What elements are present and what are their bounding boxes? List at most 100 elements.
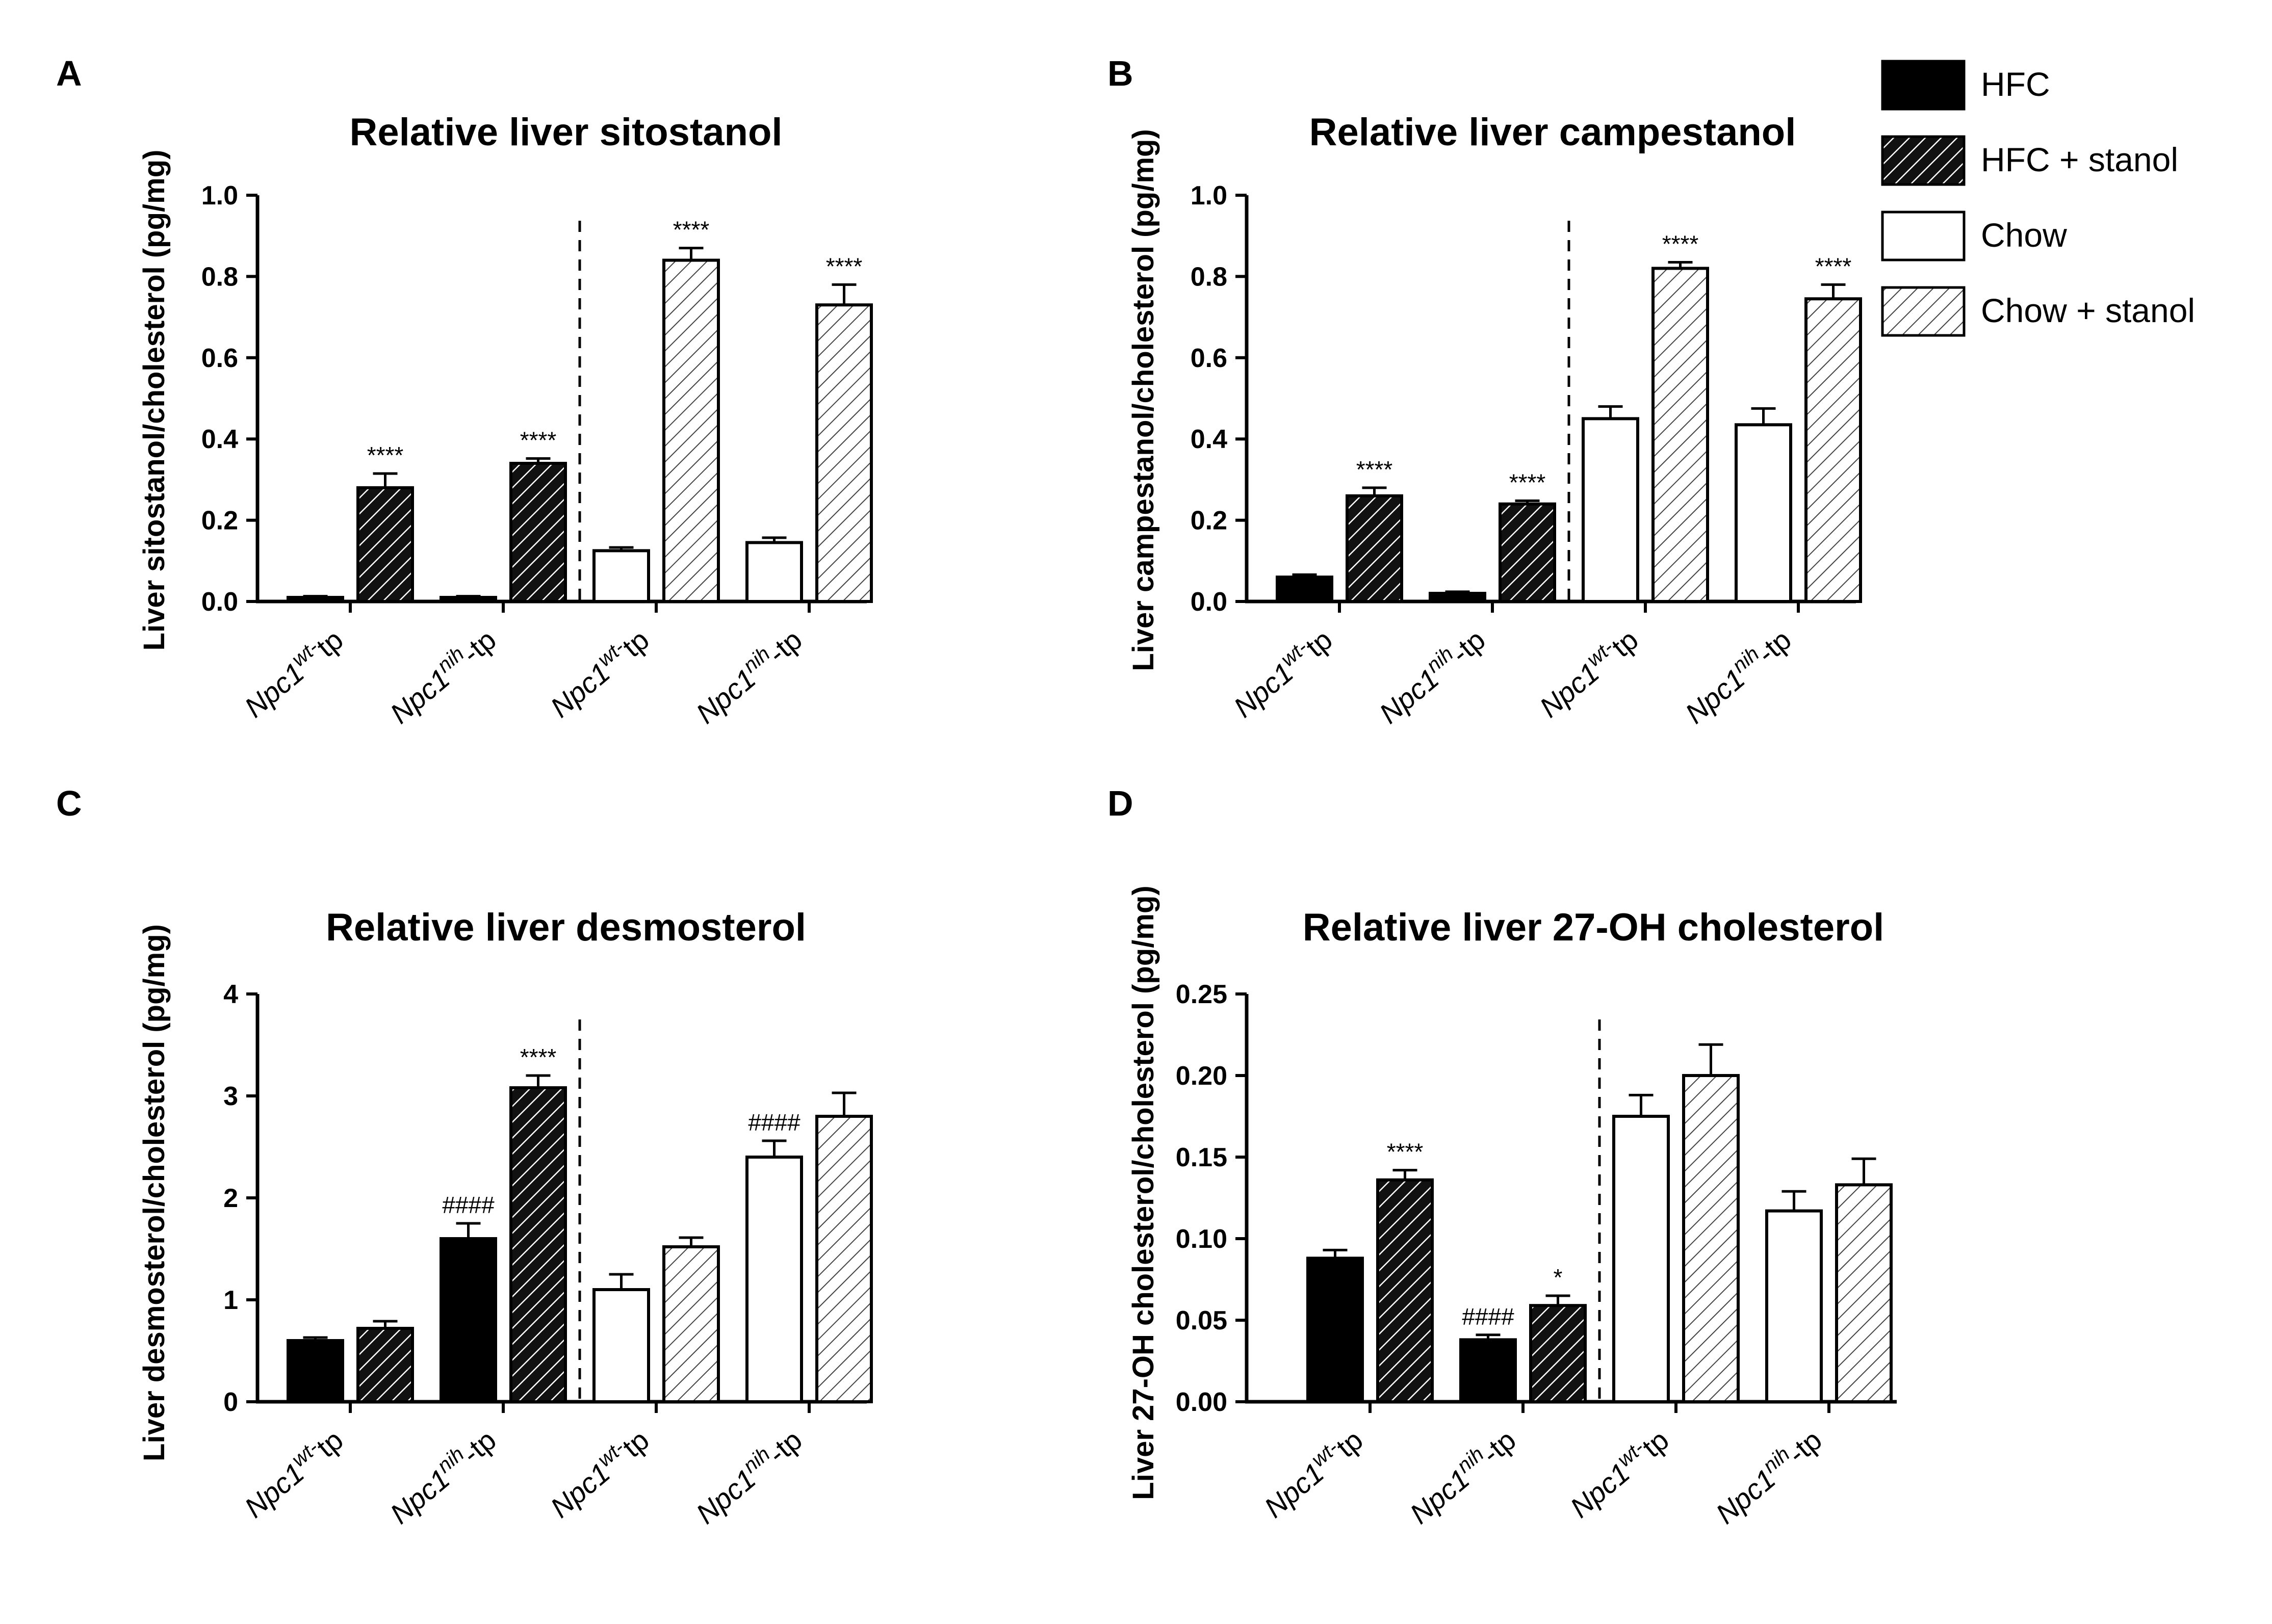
panel-letter-a: A [56,54,82,93]
bar-d-chow-3 [1765,1209,1823,1404]
bar-b-chow-2 [1582,417,1639,603]
bar-a-hfc-stanol-1 [509,462,567,604]
y-tick-label-c-1: 1 [223,1286,238,1315]
legend-label-hfc: HFC [1981,65,2050,103]
legend-label-chow: Chow [1981,216,2067,254]
bar-d-hfc-stanol-0 [1376,1178,1434,1404]
y-tick-label-a-0: 0.0 [201,587,238,617]
chart-title-a: Relative liver sitostanol [350,111,783,154]
y-axis-label-b: Liver campestanol/cholesterol (pg/mg) [1127,129,1160,671]
x-tick-label-c-0: Npc1wt-tp [237,1421,349,1524]
bar-d-chow-stanol-3 [1835,1183,1893,1403]
y-tick-label-d-3: 0.15 [1176,1143,1227,1172]
bar-a-chow-stanol-2 [662,258,720,603]
y-tick-label-c-0: 0 [223,1387,238,1417]
x-tick-label-d-2: Npc1wt-tp [1562,1421,1675,1524]
y-tick-label-b-5: 1.0 [1191,181,1227,211]
plot-area-c: 0 1 2 3 4 Npc1wt-tp Npc1nih-tp #### **** Npc1wt-t… [223,980,873,1530]
legend: HFC HFC + stanol Chow Chow + stanol [1881,60,2195,337]
bar-d-chow-2 [1612,1115,1670,1403]
x-tick-label-a-0: Npc1wt-tp [237,621,349,723]
x-tick-label-b-2: Npc1wt-tp [1532,621,1644,723]
y-tick-label-a-2: 0.4 [201,425,238,454]
bar-c-chow-3 [745,1156,803,1403]
plot-area-d: 0.00 0.05 0.10 0.15 0.20 0.25 Npc1wt-tp **** Npc… [1176,980,1897,1530]
significance-b-chow-stanol-3: **** [1815,253,1852,279]
significance-b-hfc-stanol-0: **** [1356,456,1393,483]
significance-d-hfc-stanol-1: * [1554,1264,1563,1291]
y-tick-label-a-4: 0.8 [201,262,238,292]
bar-b-hfc-0 [1276,575,1333,604]
chart-title-d: Relative liver 27-OH cholesterol [1303,906,1884,949]
y-tick-label-d-4: 0.20 [1176,1061,1227,1091]
bar-c-hfc-0 [287,1339,344,1403]
y-tick-label-d-5: 0.25 [1176,980,1227,1009]
y-axis-label-a: Liver sitostanol/cholesterol (pg/mg) [138,150,171,651]
panel-d: D Relative liver 27-OH cholesterol Liver… [1107,783,1897,1530]
bar-a-hfc-stanol-0 [356,486,414,604]
significance-d-hfc-stanol-0: **** [1387,1139,1424,1165]
y-tick-label-a-5: 1.0 [201,181,238,211]
bar-a-chow-2 [592,549,650,603]
x-tick-label-b-1: Npc1nih-tp [1371,621,1491,729]
bar-c-hfc-stanol-1 [509,1086,567,1403]
bar-d-hfc-0 [1306,1256,1364,1403]
legend-label-chow-stanol: Chow + stanol [1981,292,2195,329]
legend-swatch-hfc [1881,60,1966,111]
x-tick-label-a-1: Npc1nih-tp [382,621,502,729]
bar-d-hfc-stanol-1 [1529,1304,1587,1403]
bar-a-chow-stanol-3 [815,303,873,603]
x-tick-label-a-3: Npc1nih-tp [688,621,808,729]
y-tick-label-a-1: 0.2 [201,506,238,536]
y-tick-label-c-3: 3 [223,1082,238,1111]
significance-a-chow-stanol-2: **** [673,217,710,243]
bar-c-chow-stanol-3 [815,1115,873,1403]
plot-area-b: 0.0 0.2 0.4 0.6 0.8 1.0 Npc1wt-tp **** Npc1nih-t… [1191,181,1862,730]
y-tick-label-b-2: 0.4 [1191,425,1227,454]
bar-a-hfc-0 [287,596,344,604]
y-axis-label-d: Liver 27-OH cholesterol/cholesterol (pg/… [1127,885,1160,1500]
significance-b-hfc-stanol-1: **** [1509,469,1546,495]
significance-c-hfc-stanol-1: **** [520,1044,557,1070]
y-tick-label-c-2: 2 [223,1184,238,1213]
bar-a-chow-3 [745,541,803,604]
panel-b: B Relative liver campestanol Liver campe… [1107,54,1862,730]
significance-c-chow-3: #### [748,1109,801,1136]
bar-c-chow-stanol-2 [662,1245,720,1403]
y-tick-label-b-4: 0.8 [1191,262,1227,292]
bar-d-hfc-1 [1459,1338,1517,1403]
significance-a-hfc-stanol-0: **** [367,442,404,468]
panel-a: A Relative liver sitostanol Liver sitost… [56,54,873,730]
x-tick-label-d-0: Npc1wt-tp [1256,1421,1369,1524]
bar-b-hfc-stanol-1 [1499,502,1556,603]
y-tick-label-b-1: 0.2 [1191,506,1227,536]
y-tick-label-b-0: 0.0 [1191,587,1227,617]
bar-d-chow-stanol-2 [1682,1074,1740,1403]
x-tick-label-d-1: Npc1nih-tp [1402,1421,1521,1530]
legend-swatch-hfc-stanol [1881,135,1966,186]
bar-c-chow-2 [592,1288,650,1403]
significance-a-chow-stanol-3: **** [826,253,863,279]
legend-label-hfc-stanol: HFC + stanol [1981,141,2178,178]
panel-c: C Relative liver desmosterol Liver desmo… [56,783,873,1530]
bar-b-chow-3 [1735,423,1792,603]
legend-swatch-chow [1881,211,1966,261]
bar-c-hfc-stanol-0 [356,1327,414,1403]
chart-title-c: Relative liver desmosterol [326,906,806,949]
panel-letter-b: B [1107,54,1133,93]
panel-letter-d: D [1107,783,1133,823]
x-tick-label-c-3: Npc1nih-tp [688,1421,808,1530]
significance-b-chow-stanol-2: **** [1662,231,1699,257]
y-tick-label-d-2: 0.10 [1176,1224,1227,1254]
x-tick-label-b-3: Npc1nih-tp [1677,621,1797,729]
y-tick-label-c-4: 4 [223,980,238,1009]
legend-swatch-chow-stanol [1881,286,1966,337]
x-tick-label-a-2: Npc1wt-tp [543,621,655,723]
bar-a-hfc-1 [440,596,497,604]
y-tick-label-d-1: 0.05 [1176,1306,1227,1335]
significance-c-hfc-1: #### [442,1192,495,1218]
significance-a-hfc-stanol-1: **** [520,427,557,453]
bar-b-chow-stanol-2 [1651,267,1709,603]
x-tick-label-d-3: Npc1nih-tp [1708,1421,1827,1530]
